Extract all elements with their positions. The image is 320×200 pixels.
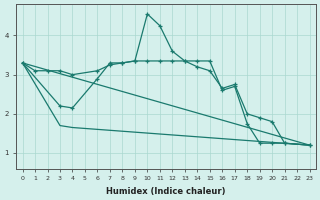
- X-axis label: Humidex (Indice chaleur): Humidex (Indice chaleur): [106, 187, 226, 196]
